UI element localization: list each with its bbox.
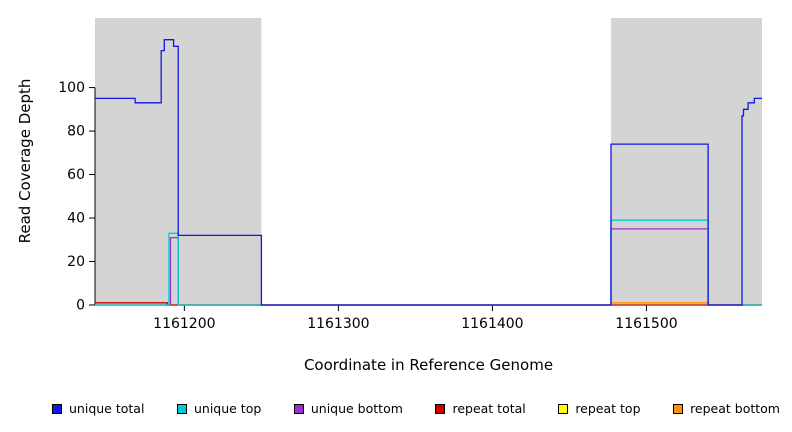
- svg-text:100: 100: [58, 80, 85, 96]
- svg-text:80: 80: [67, 124, 85, 140]
- svg-text:40: 40: [67, 211, 85, 227]
- repeat-total-swatch-icon: [435, 403, 446, 414]
- legend: unique total unique top unique bottom re…: [0, 401, 792, 416]
- repeat-top-swatch-icon: [558, 403, 569, 414]
- legend-label: unique bottom: [310, 401, 403, 416]
- svg-text:1161200: 1161200: [153, 316, 215, 332]
- legend-label: repeat total: [452, 401, 526, 416]
- legend-label: repeat bottom: [690, 401, 780, 416]
- svg-text:1161300: 1161300: [307, 316, 369, 332]
- legend-item-repeat-bottom: repeat bottom: [673, 401, 780, 416]
- legend-item-repeat-top: repeat top: [558, 401, 641, 416]
- legend-label: unique top: [193, 401, 262, 416]
- legend-item-unique-top: unique top: [176, 401, 262, 416]
- legend-item-repeat-total: repeat total: [435, 401, 526, 416]
- unique-total-swatch-icon: [52, 403, 62, 414]
- x-axis-label: Coordinate in Reference Genome: [303, 356, 554, 374]
- svg-text:0: 0: [76, 298, 85, 314]
- svg-text:60: 60: [67, 167, 85, 183]
- unique-top-swatch-icon: [176, 403, 187, 414]
- legend-item-unique-bottom: unique bottom: [293, 401, 403, 416]
- plot-area: 1161200 1161300 1161400 1161500 0 20 40 60 80 100: [58, 18, 762, 332]
- y-axis-label: Read Coverage Depth: [16, 78, 34, 244]
- unique-bottom-swatch-icon: [293, 403, 304, 414]
- legend-item-unique-total: unique total: [52, 401, 144, 416]
- legend-label: unique total: [69, 401, 145, 416]
- legend-label: repeat top: [575, 401, 641, 416]
- svg-text:1161400: 1161400: [461, 316, 523, 332]
- repeat-bottom-swatch-icon: [673, 403, 684, 414]
- svg-text:20: 20: [67, 254, 85, 270]
- svg-text:1161500: 1161500: [615, 316, 677, 332]
